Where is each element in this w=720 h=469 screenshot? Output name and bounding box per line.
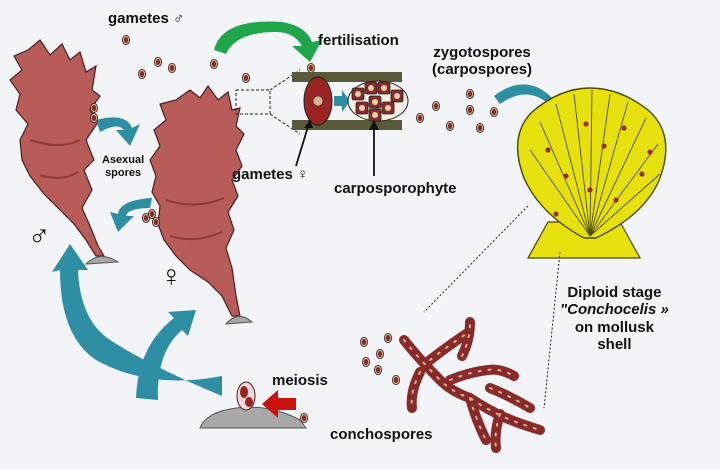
zygotospore — [475, 122, 485, 134]
label-asexual-line1: Asexual — [102, 154, 145, 166]
conchospore — [359, 336, 369, 348]
carpospore-cell — [351, 87, 365, 101]
carpospore-cell — [364, 81, 378, 95]
conchospore — [391, 374, 401, 386]
male-gamete — [167, 62, 177, 74]
male-gamete — [241, 72, 251, 84]
zygotospore-arrow — [494, 84, 564, 122]
male-gamete — [153, 56, 163, 68]
conchocelis-filaments — [399, 317, 545, 453]
asexual-spore — [151, 216, 161, 228]
label-fertilisation: fertilisation — [318, 32, 399, 49]
label-zygotospores-line1: zygotospores — [433, 44, 531, 61]
carpospore-cell — [355, 101, 369, 115]
carposporophyte-arrow — [334, 90, 350, 112]
male-gamete — [121, 34, 131, 46]
carpospore-cell — [381, 101, 395, 115]
carpospore-cell — [368, 95, 382, 109]
shell-ribs — [529, 89, 661, 237]
tissue-band-bottom — [292, 120, 402, 130]
male-thallus — [9, 39, 106, 257]
magnify-lines — [423, 205, 561, 409]
female-thallus-vein — [165, 197, 225, 241]
zygotospore — [489, 106, 499, 118]
label-conchospores: conchospores — [330, 426, 433, 443]
carpospore-cell — [368, 108, 382, 122]
return-arrow-to-male — [52, 244, 222, 396]
label-meiosis: meiosis — [272, 372, 328, 389]
label-zygotospores-line2: (carpospores) — [432, 61, 533, 79]
label-asexual-spores: Asexual spores — [102, 154, 144, 179]
label-diploid-stage: Diploid stage "Conchocelis » on mollusk … — [560, 284, 669, 353]
asexual-arrow-bottom — [110, 198, 152, 232]
tissue-band-top — [292, 72, 402, 82]
mollusk-shell — [516, 87, 667, 239]
conchospore — [375, 348, 385, 360]
shell-spots — [545, 121, 653, 217]
asexual-spore — [89, 112, 99, 124]
male-gamete — [209, 58, 219, 70]
label-zygotospores: zygotospores (carpospores) — [432, 44, 532, 79]
conchospore — [361, 356, 371, 368]
zoom-box — [235, 89, 271, 115]
label-diploid-line4: shell — [597, 335, 632, 353]
label-gametes-male: gametes ♂ — [108, 10, 185, 27]
zygotospore — [445, 120, 455, 132]
meiosis-rock — [199, 406, 307, 429]
male-gamete — [137, 68, 147, 80]
label-carposporophyte: carposporophyte — [334, 180, 457, 197]
asexual-arrow-top — [96, 117, 140, 146]
conchospore — [383, 332, 393, 344]
female-holdfast-rock — [224, 316, 254, 325]
fertilisation-arrow — [214, 21, 322, 62]
label-diploid-line1: Diploid stage — [567, 284, 662, 301]
label-asexual-line2: spores — [105, 166, 142, 179]
asexual-spore — [147, 208, 157, 220]
male-holdfast-rock — [84, 256, 120, 265]
zygotospore — [465, 104, 475, 116]
label-diploid-line2: "Conchocelis » — [560, 301, 669, 319]
zygotospore — [431, 100, 441, 112]
label-gametes-female: gametes ♀ — [232, 166, 309, 183]
zygotospore — [415, 112, 425, 124]
meiosis-arrow — [262, 390, 296, 418]
asexual-spore — [89, 102, 99, 114]
zygotospore — [465, 88, 475, 100]
carpospore-cell — [390, 89, 404, 103]
fertilising-gamete — [306, 62, 316, 74]
label-diploid-line3: on mollusk — [574, 318, 654, 336]
conchospore — [373, 364, 383, 376]
return-arrow-to-female — [136, 310, 196, 400]
carpospore-cell — [377, 81, 391, 95]
female-symbol: ♀ — [160, 260, 183, 293]
male-thallus-vein — [29, 139, 81, 179]
male-symbol: ♂ — [28, 220, 51, 253]
female-thallus — [149, 84, 245, 317]
